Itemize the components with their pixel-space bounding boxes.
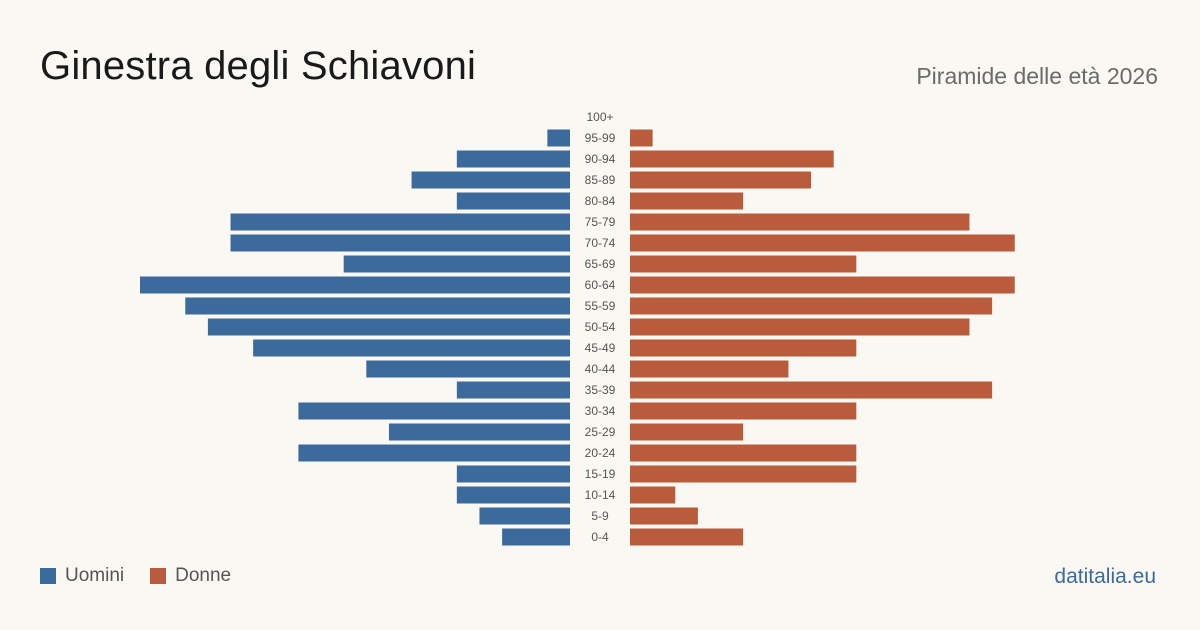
bar-women-70-74 (630, 234, 1015, 252)
age-label-50-54: 50-54 (585, 320, 616, 334)
age-label-40-44: 40-44 (585, 362, 616, 376)
bar-men-80-84 (456, 192, 570, 210)
bar-women-55-59 (630, 297, 993, 315)
bar-men-55-59 (185, 297, 570, 315)
age-label-10-14: 10-14 (585, 488, 616, 502)
bar-women-90-94 (630, 150, 834, 168)
bar-women-25-29 (630, 423, 744, 441)
legend-swatch-men (40, 568, 56, 584)
bar-men-5-9 (479, 507, 570, 525)
bar-women-75-79 (630, 213, 970, 231)
age-label-0-4: 0-4 (591, 530, 609, 544)
bar-women-30-34 (630, 402, 857, 420)
legend-label-women: Donne (175, 565, 232, 586)
age-label-60-64: 60-64 (585, 278, 616, 292)
bar-women-20-24 (630, 444, 857, 462)
bar-women-10-14 (630, 486, 676, 504)
bar-men-45-49 (253, 339, 570, 357)
age-label-90-94: 90-94 (585, 152, 616, 166)
bar-men-70-74 (230, 234, 571, 252)
bar-women-40-44 (630, 360, 789, 378)
legend: Uomini Donne (40, 565, 257, 587)
bar-women-0-4 (630, 528, 744, 546)
age-label-75-79: 75-79 (585, 215, 616, 229)
legend-item-women: Donne (150, 565, 231, 587)
bar-men-15-19 (456, 465, 570, 483)
age-label-65-69: 65-69 (585, 257, 616, 271)
bar-men-40-44 (366, 360, 570, 378)
bar-women-15-19 (630, 465, 857, 483)
legend-swatch-women (150, 568, 167, 584)
bar-women-60-64 (630, 276, 1015, 294)
bar-men-50-54 (207, 318, 571, 336)
bar-men-60-64 (140, 276, 570, 294)
brand-link[interactable]: datitalia.eu (1054, 565, 1156, 588)
bar-men-35-39 (456, 381, 570, 399)
bar-women-50-54 (630, 318, 970, 336)
bar-women-95-99 (630, 129, 653, 147)
age-label-20-24: 20-24 (585, 446, 616, 460)
bar-men-0-4 (502, 528, 570, 546)
bar-women-35-39 (630, 381, 993, 399)
bar-men-65-69 (343, 255, 570, 273)
age-label-30-34: 30-34 (585, 404, 616, 418)
age-label-95-99: 95-99 (585, 131, 616, 145)
bar-women-80-84 (630, 192, 744, 210)
age-label-25-29: 25-29 (585, 425, 616, 439)
bar-men-95-99 (547, 129, 570, 147)
bar-women-45-49 (630, 339, 857, 357)
chart-subtitle: Piramide delle età 2026 (916, 63, 1158, 89)
bar-men-75-79 (230, 213, 571, 231)
age-label-80-84: 80-84 (585, 194, 616, 208)
bar-men-20-24 (298, 444, 570, 462)
bar-men-85-89 (411, 171, 570, 189)
bar-men-90-94 (456, 150, 570, 168)
age-label-5-9: 5-9 (591, 509, 609, 523)
bar-women-65-69 (630, 255, 857, 273)
bar-women-85-89 (630, 171, 812, 189)
bar-men-30-34 (298, 402, 570, 420)
bar-women-5-9 (630, 507, 698, 525)
age-label-70-74: 70-74 (585, 236, 616, 250)
age-label-45-49: 45-49 (585, 341, 616, 355)
chart-title: Ginestra degli Schiavoni (40, 44, 477, 88)
age-label-35-39: 35-39 (585, 383, 616, 397)
bar-men-25-29 (388, 423, 570, 441)
legend-label-men: Uomini (65, 565, 125, 586)
bar-men-10-14 (456, 486, 570, 504)
age-label-85-89: 85-89 (585, 173, 616, 187)
age-label-55-59: 55-59 (585, 299, 616, 313)
legend-item-men: Uomini (40, 565, 124, 587)
age-label-15-19: 15-19 (585, 467, 616, 481)
age-label-100+: 100+ (586, 110, 613, 124)
